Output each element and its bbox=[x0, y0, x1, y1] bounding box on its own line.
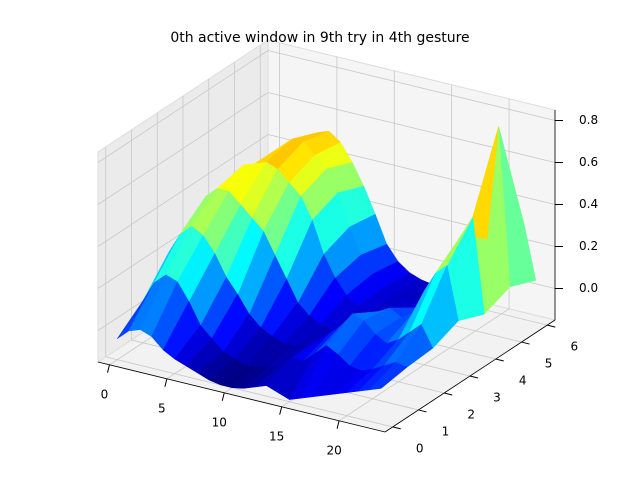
x-tick-label: 15 bbox=[269, 429, 284, 443]
y-tick-label: 2 bbox=[467, 407, 475, 421]
x-tick bbox=[164, 378, 168, 387]
y-tick bbox=[444, 392, 453, 396]
x-tick-label: 0 bbox=[101, 387, 109, 401]
x-tick-label: 10 bbox=[212, 415, 227, 429]
y-tick-label: 6 bbox=[570, 340, 578, 354]
y-tick bbox=[418, 409, 427, 413]
y-tick bbox=[547, 324, 556, 328]
chart-title: 0th active window in 9th try in 4th gest… bbox=[170, 30, 469, 46]
y-tick-label: 5 bbox=[545, 357, 553, 371]
z-tick-label: 0.2 bbox=[579, 239, 598, 253]
x-tick bbox=[336, 420, 340, 429]
y-tick bbox=[392, 426, 401, 430]
axis-line bbox=[384, 319, 556, 433]
z-tick-label: 0.0 bbox=[579, 281, 598, 295]
y-tick bbox=[495, 358, 504, 362]
x-tick bbox=[279, 406, 283, 415]
x-tick bbox=[221, 392, 225, 401]
y-tick bbox=[469, 375, 479, 379]
surface bbox=[116, 126, 537, 400]
x-tick-label: 20 bbox=[326, 443, 341, 457]
grid-line bbox=[97, 92, 269, 205]
y-tick bbox=[521, 341, 530, 345]
y-tick-label: 3 bbox=[493, 391, 501, 405]
y-tick-label: 1 bbox=[442, 424, 450, 438]
y-tick-label: 0 bbox=[416, 441, 424, 455]
axis-line bbox=[97, 361, 386, 433]
grid-line bbox=[267, 50, 556, 121]
x-tick bbox=[106, 364, 110, 373]
z-tick-label: 0.6 bbox=[579, 155, 598, 169]
x-tick-label: 5 bbox=[158, 401, 166, 415]
grid-line bbox=[105, 356, 393, 428]
z-tick-label: 0.8 bbox=[579, 113, 598, 127]
grid-line bbox=[97, 134, 269, 247]
y-tick-label: 4 bbox=[519, 374, 527, 388]
z-tick-label: 0.4 bbox=[579, 197, 598, 211]
grid-line bbox=[97, 50, 269, 163]
grid-line bbox=[267, 92, 556, 163]
surface-face bbox=[369, 362, 408, 391]
